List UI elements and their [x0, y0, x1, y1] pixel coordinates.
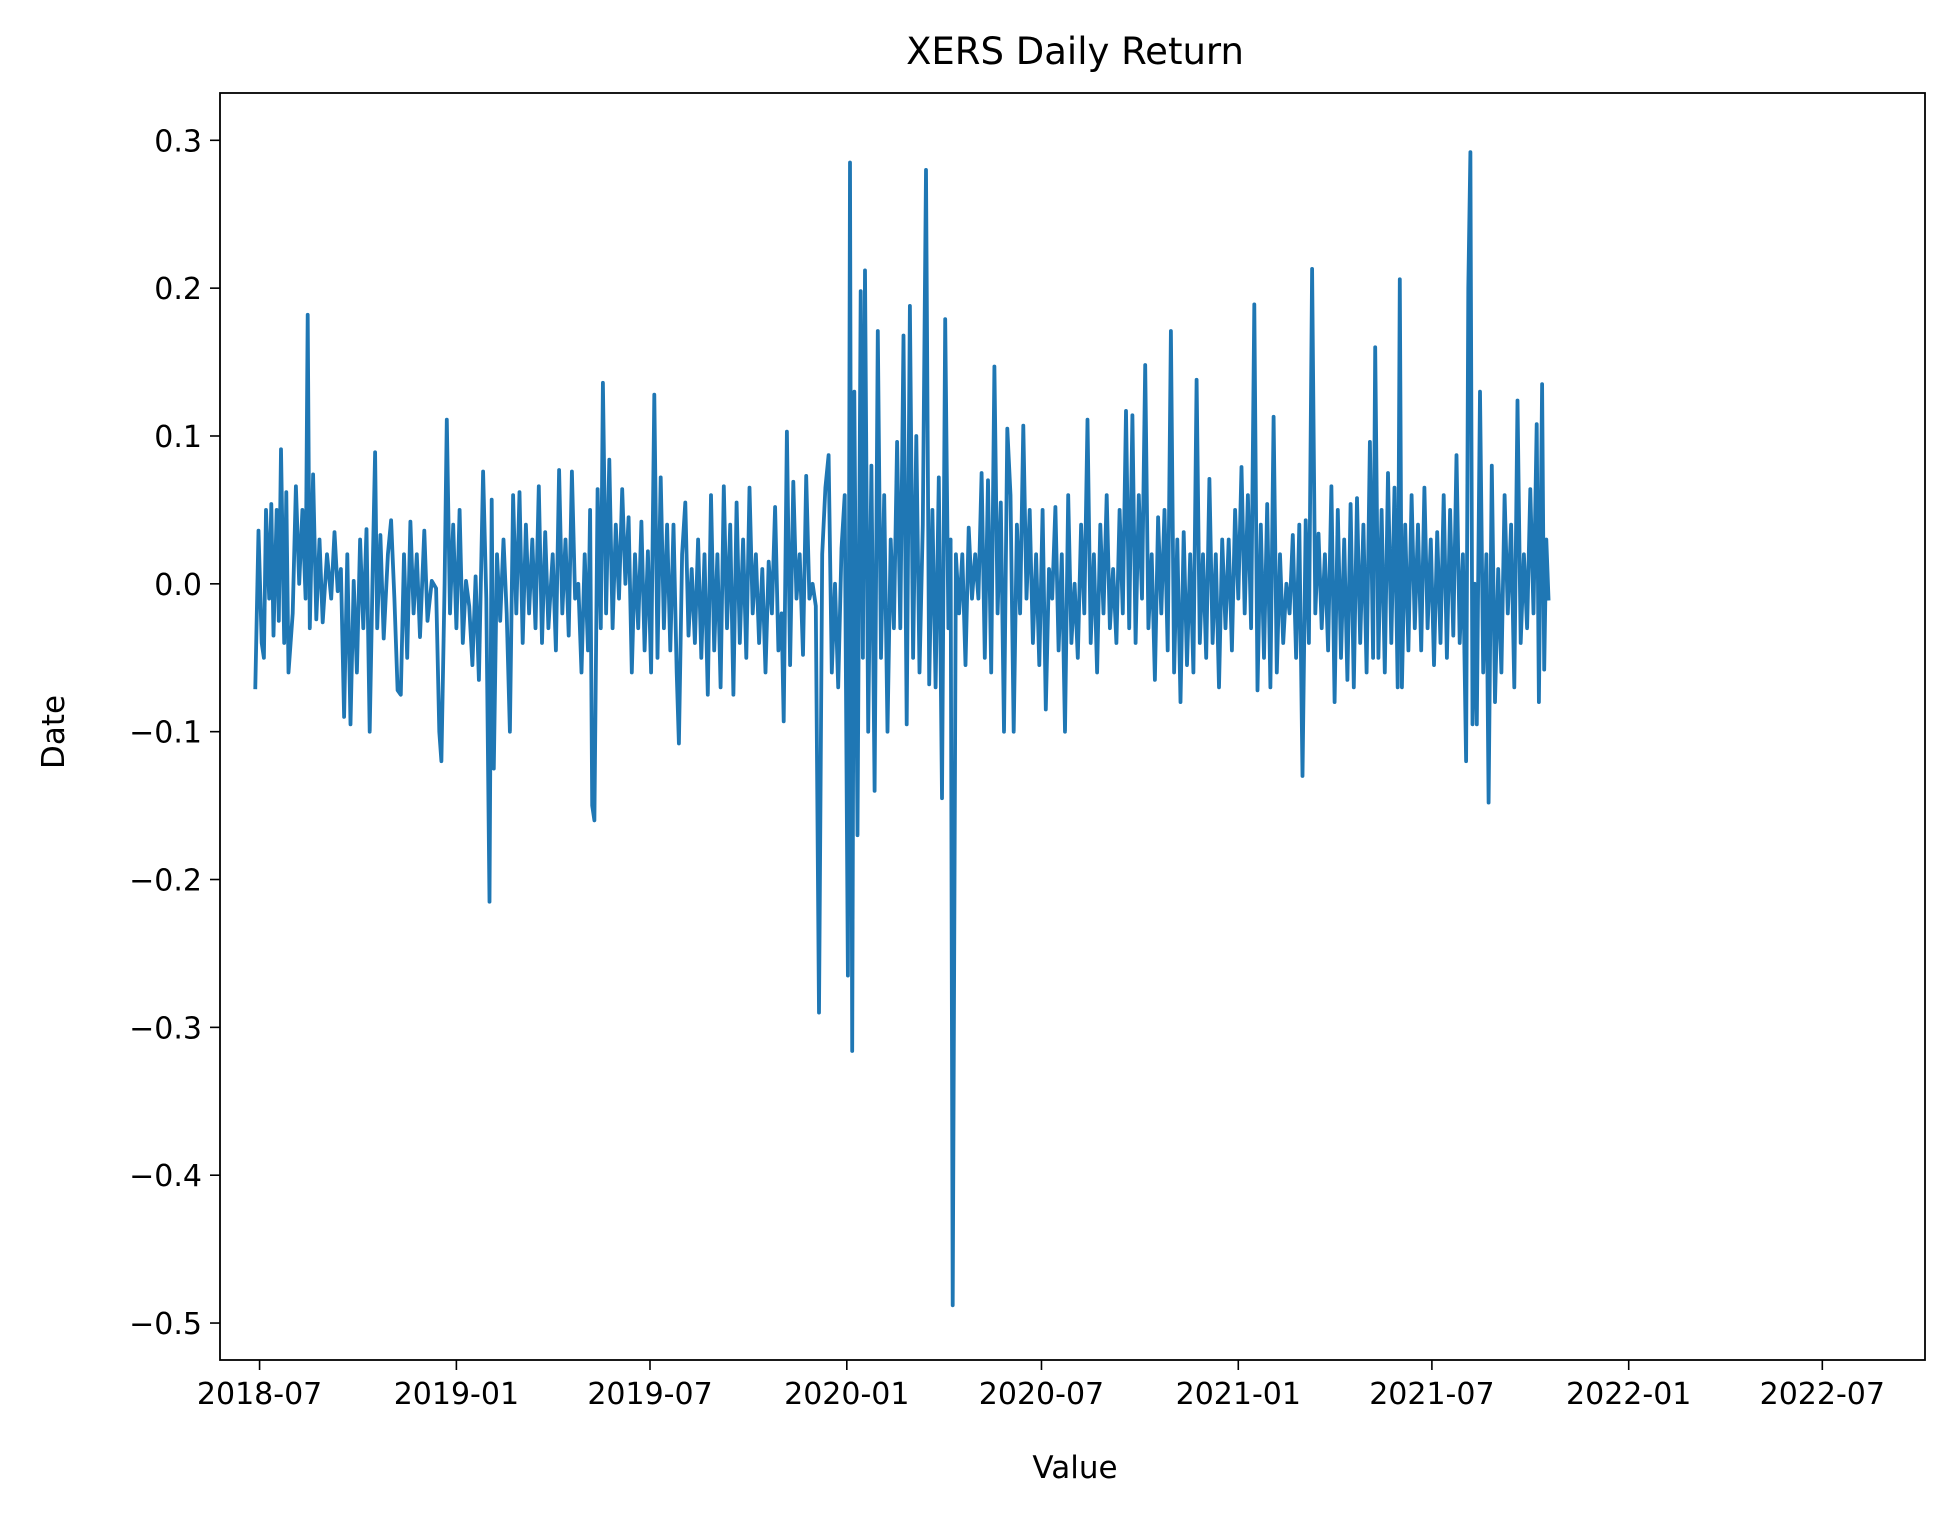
- x-tick-label: 2021-01: [1176, 1377, 1301, 1412]
- y-tick-label: 0.1: [154, 420, 202, 455]
- y-tick-label: −0.5: [129, 1307, 202, 1342]
- y-axis-label: Date: [36, 695, 72, 769]
- x-tick-label: 2020-07: [979, 1377, 1104, 1412]
- y-tick-label: −0.3: [129, 1011, 202, 1046]
- x-tick-label: 2021-07: [1369, 1377, 1494, 1412]
- chart-title: XERS Daily Return: [906, 30, 1244, 73]
- y-tick-label: 0.0: [154, 568, 202, 603]
- x-tick-label: 2022-01: [1566, 1377, 1691, 1412]
- y-tick-label: −0.4: [129, 1159, 202, 1194]
- x-tick-label: 2019-01: [394, 1377, 519, 1412]
- x-tick-label: 2019-07: [587, 1377, 712, 1412]
- plot-area: 2018-07 2019-01 2019-07 2020-01 2020-07 2021-…: [129, 92, 1926, 1412]
- x-tick-label: 2018-07: [197, 1377, 322, 1412]
- series-line: [253, 150, 1551, 1308]
- plot-frame: [219, 92, 1926, 1361]
- x-tick-label: 2022-07: [1760, 1377, 1885, 1412]
- y-tick-label: 0.2: [154, 272, 202, 307]
- y-tick-label: 0.3: [154, 124, 202, 159]
- y-tick-label: −0.2: [129, 864, 202, 899]
- x-tick-label: 2020-01: [784, 1377, 909, 1412]
- y-tick-label: −0.1: [129, 716, 202, 751]
- x-axis-label: Value: [1032, 1450, 1117, 1486]
